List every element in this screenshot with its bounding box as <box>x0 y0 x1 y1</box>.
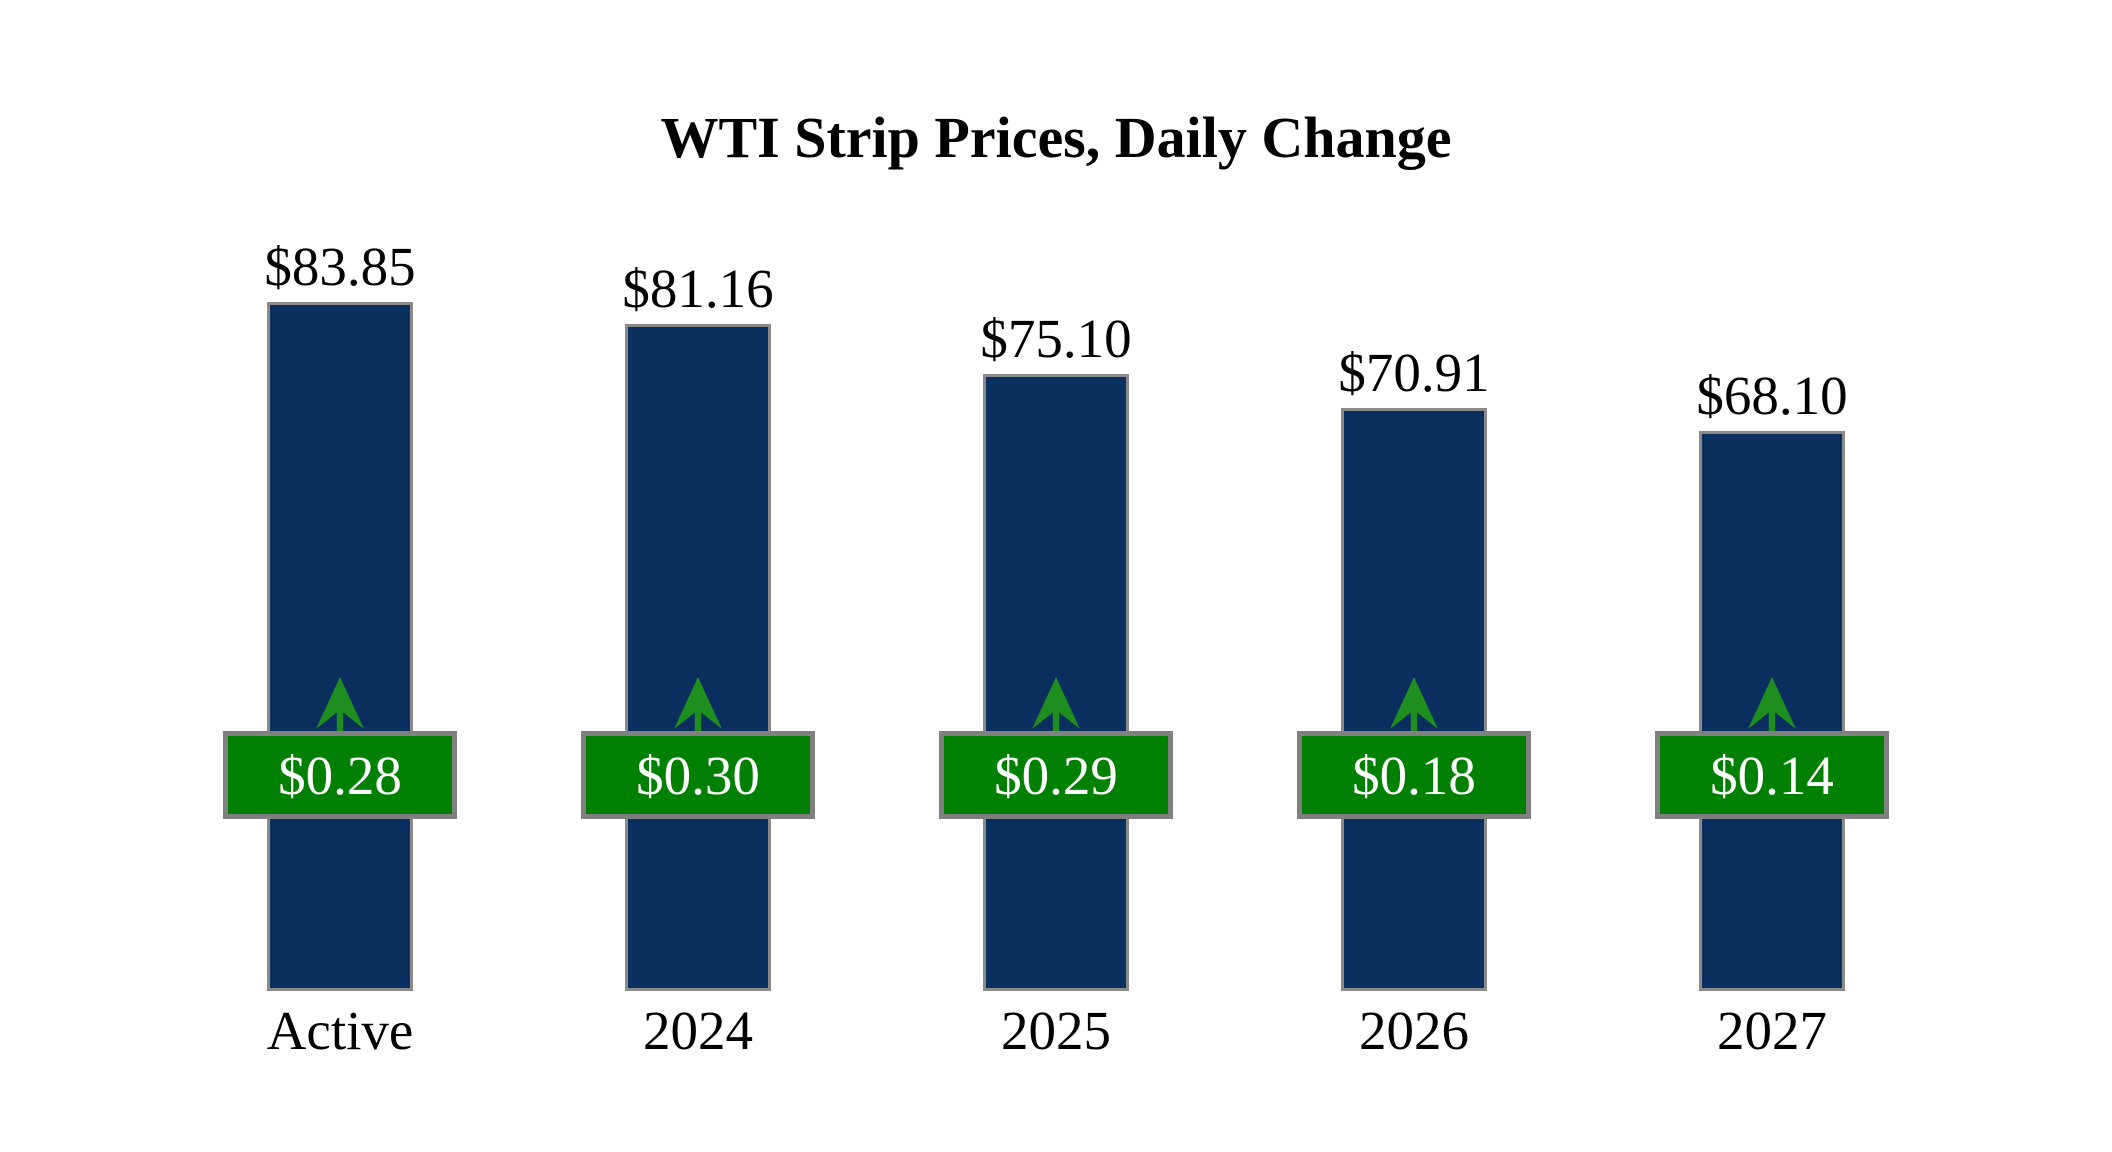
category-label: 2026 <box>1359 1000 1469 1061</box>
bar-value-label: $83.85 <box>264 236 416 297</box>
daily-change-value: $0.14 <box>1710 744 1834 806</box>
category-label: 2027 <box>1717 1000 1827 1061</box>
up-arrow-icon <box>1390 677 1438 731</box>
bar-value-label: $81.16 <box>622 258 774 319</box>
category-label: 2024 <box>643 1000 753 1061</box>
daily-change-badge: $0.30 <box>581 731 815 819</box>
daily-change-badge: $0.28 <box>223 731 457 819</box>
up-arrow-icon <box>674 677 722 731</box>
daily-change-badge: $0.29 <box>939 731 1173 819</box>
daily-change-badge: $0.14 <box>1655 731 1889 819</box>
daily-change-value: $0.30 <box>636 744 760 806</box>
price-bar <box>267 302 413 991</box>
bar-value-label: $68.10 <box>1696 365 1848 426</box>
daily-change-value: $0.18 <box>1352 744 1476 806</box>
bar-value-label: $75.10 <box>980 308 1132 369</box>
up-arrow-icon <box>1032 677 1080 731</box>
category-label: 2025 <box>1001 1000 1111 1061</box>
category-label: Active <box>266 1000 414 1061</box>
up-arrow-icon <box>316 677 364 731</box>
bar-value-label: $70.91 <box>1338 342 1490 403</box>
daily-change-value: $0.28 <box>278 744 402 806</box>
daily-change-badge: $0.18 <box>1297 731 1531 819</box>
chart-title: WTI Strip Prices, Daily Change <box>660 105 1452 170</box>
price-bar <box>625 324 771 991</box>
daily-change-value: $0.29 <box>994 744 1118 806</box>
up-arrow-icon <box>1748 677 1796 731</box>
